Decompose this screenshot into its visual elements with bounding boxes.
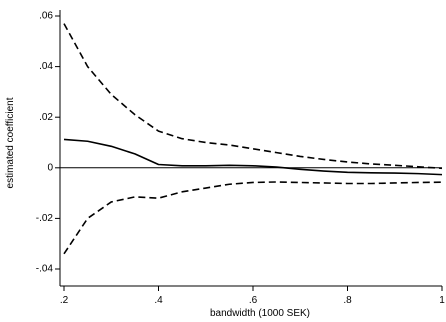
x-tick-label: .6 bbox=[249, 295, 258, 306]
x-axis-label: bandwidth (1000 SEK) bbox=[210, 308, 310, 319]
y-tick-label: -.04 bbox=[36, 264, 54, 275]
y-tick-label: 0 bbox=[47, 162, 53, 173]
y-tick-label: .06 bbox=[39, 11, 53, 22]
point-estimate-line bbox=[63, 138, 443, 176]
y-tick-label: -.02 bbox=[36, 213, 54, 224]
lower-bound-line bbox=[63, 181, 443, 255]
axes-layer bbox=[59, 10, 442, 287]
x-tick-label: .2 bbox=[60, 295, 69, 306]
series-layer bbox=[63, 23, 443, 255]
x-tick-label: 1 bbox=[439, 295, 445, 306]
ticks-layer: -.04 -.02 0 .02 .04 .06 .2 .4 .6 .8 1 bbox=[36, 11, 445, 306]
y-tick-label: .04 bbox=[39, 61, 53, 72]
upper-bound-line bbox=[63, 23, 443, 170]
y-axis-label: estimated coefficient bbox=[5, 97, 16, 188]
y-tick-label: .02 bbox=[39, 112, 53, 123]
x-tick-label: .4 bbox=[154, 295, 163, 306]
x-tick-label: .8 bbox=[343, 295, 352, 306]
